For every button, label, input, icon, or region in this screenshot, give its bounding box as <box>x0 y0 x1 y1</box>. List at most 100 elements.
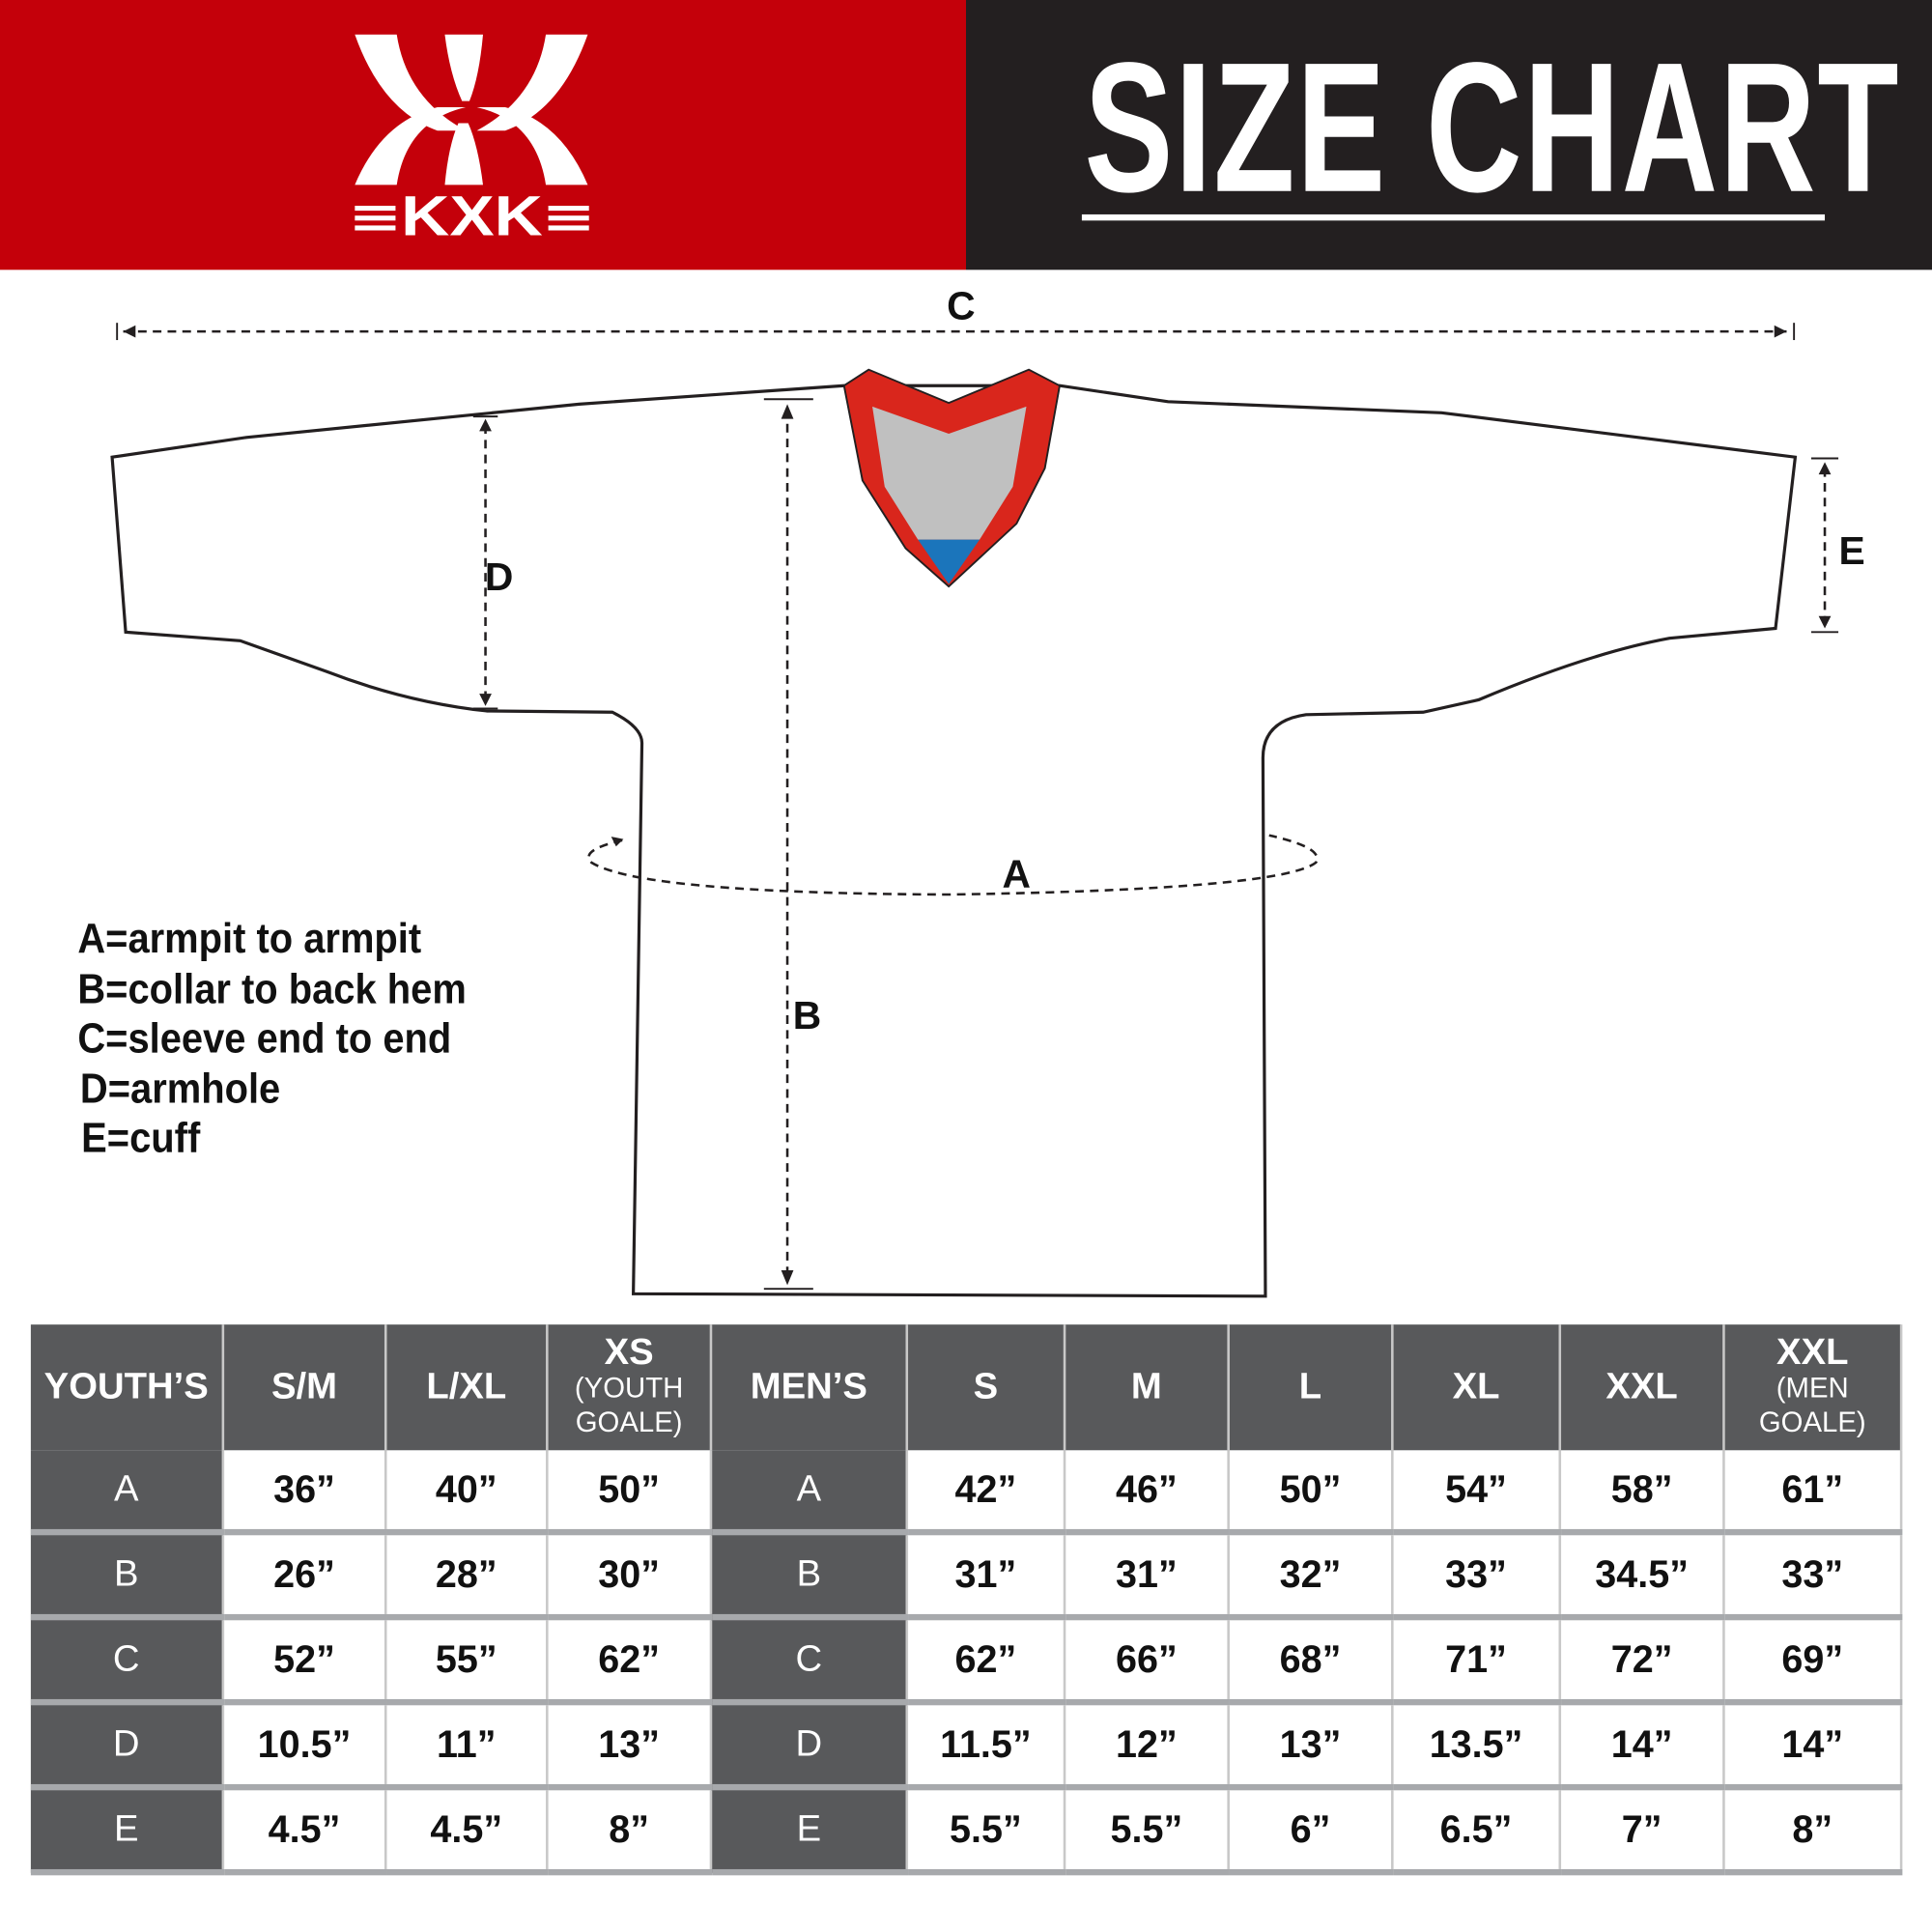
value-cell: 42” <box>906 1450 1066 1536</box>
legend-item: B=collar to back hem <box>77 965 467 1012</box>
header-label: YOUTH’S <box>43 1366 209 1407</box>
value-cell: 5.5” <box>1065 1787 1230 1876</box>
title-underline <box>1081 213 1826 221</box>
jersey-outline <box>110 384 1798 1298</box>
collar-tip <box>918 539 980 584</box>
value-cell: 33” <box>1392 1532 1562 1621</box>
value-cell: 7” <box>1559 1787 1725 1876</box>
header-size: L/XL <box>385 1324 549 1451</box>
value-cell: 13” <box>1228 1702 1394 1791</box>
value-cell: 34.5” <box>1559 1532 1725 1621</box>
header-label: L <box>1298 1366 1322 1407</box>
value-cell: 61” <box>1723 1450 1903 1536</box>
row-label: E <box>710 1787 909 1876</box>
header-label: MEN’S <box>750 1366 867 1407</box>
value-cell: 50” <box>547 1450 713 1536</box>
logo-wordmark: KXK <box>401 185 543 248</box>
value-cell: 11” <box>385 1702 549 1791</box>
kxk-logo: KXK <box>355 34 589 248</box>
header-label: S <box>973 1366 999 1407</box>
value-cell: 69” <box>1723 1617 1903 1706</box>
row-label: D <box>30 1702 225 1791</box>
collar-inner <box>872 406 1027 540</box>
row-label: A <box>710 1450 909 1536</box>
value-cell: 71” <box>1392 1617 1562 1706</box>
header-label: XXL <box>1776 1331 1849 1373</box>
label-d: D <box>485 554 513 599</box>
value-cell: 12” <box>1065 1702 1230 1791</box>
value-cell: 40” <box>385 1450 549 1536</box>
legend-item: E=cuff <box>81 1115 201 1162</box>
value-cell: 32” <box>1228 1532 1394 1621</box>
label-a: A <box>1003 851 1031 895</box>
header-size: XL <box>1392 1324 1562 1451</box>
arrowheads <box>123 325 1832 1286</box>
row-label: B <box>710 1532 909 1621</box>
title-banner <box>965 0 1932 270</box>
value-cell: 62” <box>906 1617 1066 1706</box>
table-row: A 36” 40” 50” A 42” 46” 50” 54” 58” 61” <box>30 1450 1903 1536</box>
value-cell: 14” <box>1559 1702 1725 1791</box>
row-label: A <box>30 1450 225 1536</box>
value-cell: 13.5” <box>1392 1702 1562 1791</box>
table-header-row: YOUTH’S S/M L/XL XS (YOUTH GOALE) MEN’S S M L XL X… <box>30 1324 1903 1451</box>
value-cell: 26” <box>222 1532 387 1621</box>
value-cell: 66” <box>1065 1617 1230 1706</box>
value-cell: 52” <box>222 1617 387 1706</box>
value-cell: 33” <box>1723 1532 1903 1621</box>
header-size: S/M <box>222 1324 387 1451</box>
header-size: XXL (MEN GOALE) <box>1723 1324 1903 1451</box>
header-size: XS (YOUTH GOALE) <box>547 1324 713 1451</box>
value-cell: 46” <box>1065 1450 1230 1536</box>
jersey-diagram: C D B E A <box>110 283 1865 1298</box>
legend-item: C=sleeve end to end <box>77 1015 452 1063</box>
value-cell: 6.5” <box>1392 1787 1562 1876</box>
header-size: L <box>1228 1324 1394 1451</box>
header-label: L/XL <box>426 1366 507 1407</box>
row-label: D <box>710 1702 909 1791</box>
legend-item: A=armpit to armpit <box>77 915 422 963</box>
label-c: C <box>947 283 975 327</box>
header-size: XXL <box>1559 1324 1725 1451</box>
value-cell: 58” <box>1559 1450 1725 1536</box>
label-b: B <box>793 993 821 1037</box>
value-cell: 6” <box>1228 1787 1394 1876</box>
label-e: E <box>1838 528 1864 573</box>
value-cell: 72” <box>1559 1617 1725 1706</box>
value-cell: 5.5” <box>906 1787 1066 1876</box>
header-youth: YOUTH’S <box>30 1324 225 1451</box>
value-cell: 14” <box>1723 1702 1903 1791</box>
measure-a-ellipse <box>587 834 1319 896</box>
value-cell: 50” <box>1228 1450 1394 1536</box>
row-label: C <box>710 1617 909 1706</box>
value-cell: 54” <box>1392 1450 1562 1536</box>
value-cell: 31” <box>906 1532 1066 1621</box>
size-table: YOUTH’S S/M L/XL XS (YOUTH GOALE) MEN’S S M L XL X… <box>30 1324 1903 1876</box>
table-row: D 10.5” 11” 13” D 11.5” 12” 13” 13.5” 14” 14” <box>30 1702 1903 1791</box>
header-label: M <box>1130 1366 1162 1407</box>
row-label: B <box>30 1532 225 1621</box>
value-cell: 8” <box>1723 1787 1903 1876</box>
value-cell: 4.5” <box>385 1787 549 1876</box>
header-label: S/M <box>271 1366 338 1407</box>
legend-item: D=armhole <box>79 1065 281 1113</box>
header-note: (MEN GOALE) <box>1758 1371 1866 1438</box>
header-size: M <box>1065 1324 1230 1451</box>
brand-banner: KXK <box>0 0 966 270</box>
row-label: E <box>30 1787 225 1876</box>
value-cell: 11.5” <box>906 1702 1066 1791</box>
value-cell: 4.5” <box>222 1787 387 1876</box>
value-cell: 68” <box>1228 1617 1394 1706</box>
value-cell: 8” <box>547 1787 713 1876</box>
measurement-legend: A=armpit to armpit B=collar to back hem … <box>77 914 499 1163</box>
row-label: C <box>30 1617 225 1706</box>
header-men: MEN’S <box>710 1324 909 1451</box>
value-cell: 31” <box>1065 1532 1230 1621</box>
value-cell: 55” <box>385 1617 549 1706</box>
value-cell: 13” <box>547 1702 713 1791</box>
value-cell: 10.5” <box>222 1702 387 1791</box>
value-cell: 36” <box>222 1450 387 1536</box>
table-row: C 52” 55” 62” C 62” 66” 68” 71” 72” 69” <box>30 1617 1903 1706</box>
header-label: XL <box>1452 1366 1500 1407</box>
